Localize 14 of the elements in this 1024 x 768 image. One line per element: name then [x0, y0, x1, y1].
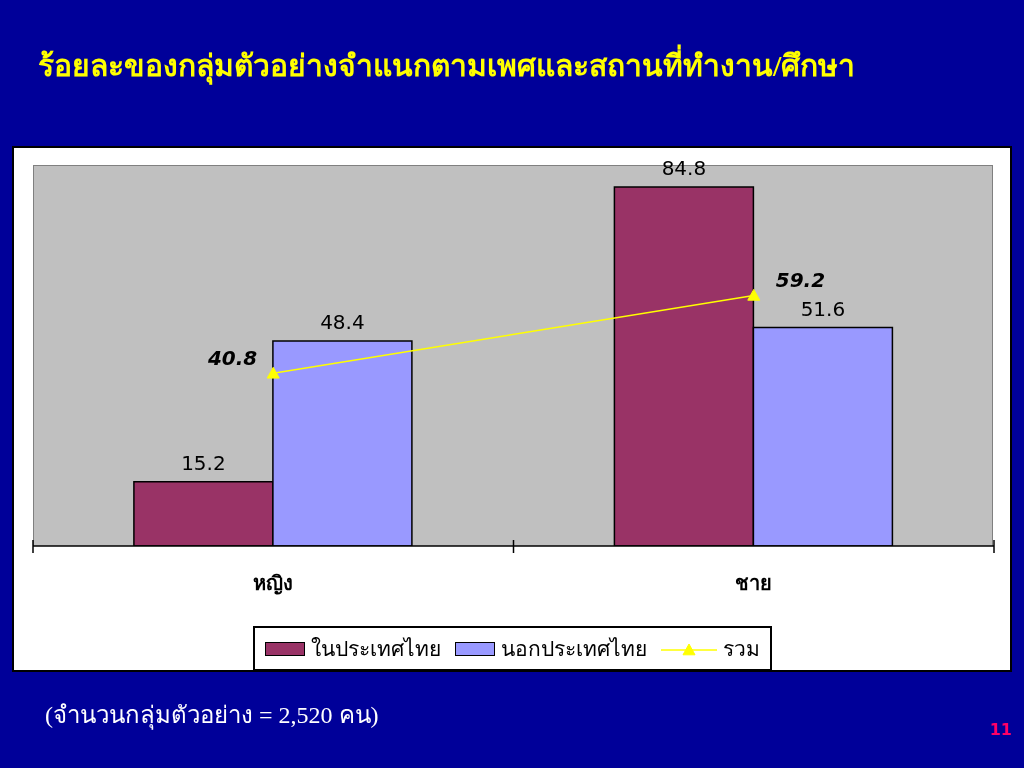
x-tick-label: ชาย	[735, 570, 773, 595]
text: (จำนวนกลุ่มตัวอย่าง = 2,520 คน)	[45, 701, 379, 732]
data-label: 40.8	[206, 346, 258, 371]
chart-title: ร้อยละของกลุ่มตัวอย่างจำแนกตามเพศและสถานที่ทำงาน/ศึกษา	[38, 43, 856, 87]
data-label: 84.8	[661, 156, 707, 181]
legend-label: ในประเทศไทย	[310, 636, 441, 663]
legend-label: นอกประเทศไทย	[500, 636, 647, 663]
data-label: 51.6	[800, 296, 846, 321]
data-label: 15.2	[181, 450, 226, 475]
text: 11	[989, 720, 1012, 739]
legend-label: รวม	[722, 636, 760, 663]
x-tick-label: หญิง	[253, 570, 294, 595]
data-label: 59.2	[775, 268, 826, 293]
data-label: 48.4	[320, 310, 365, 335]
